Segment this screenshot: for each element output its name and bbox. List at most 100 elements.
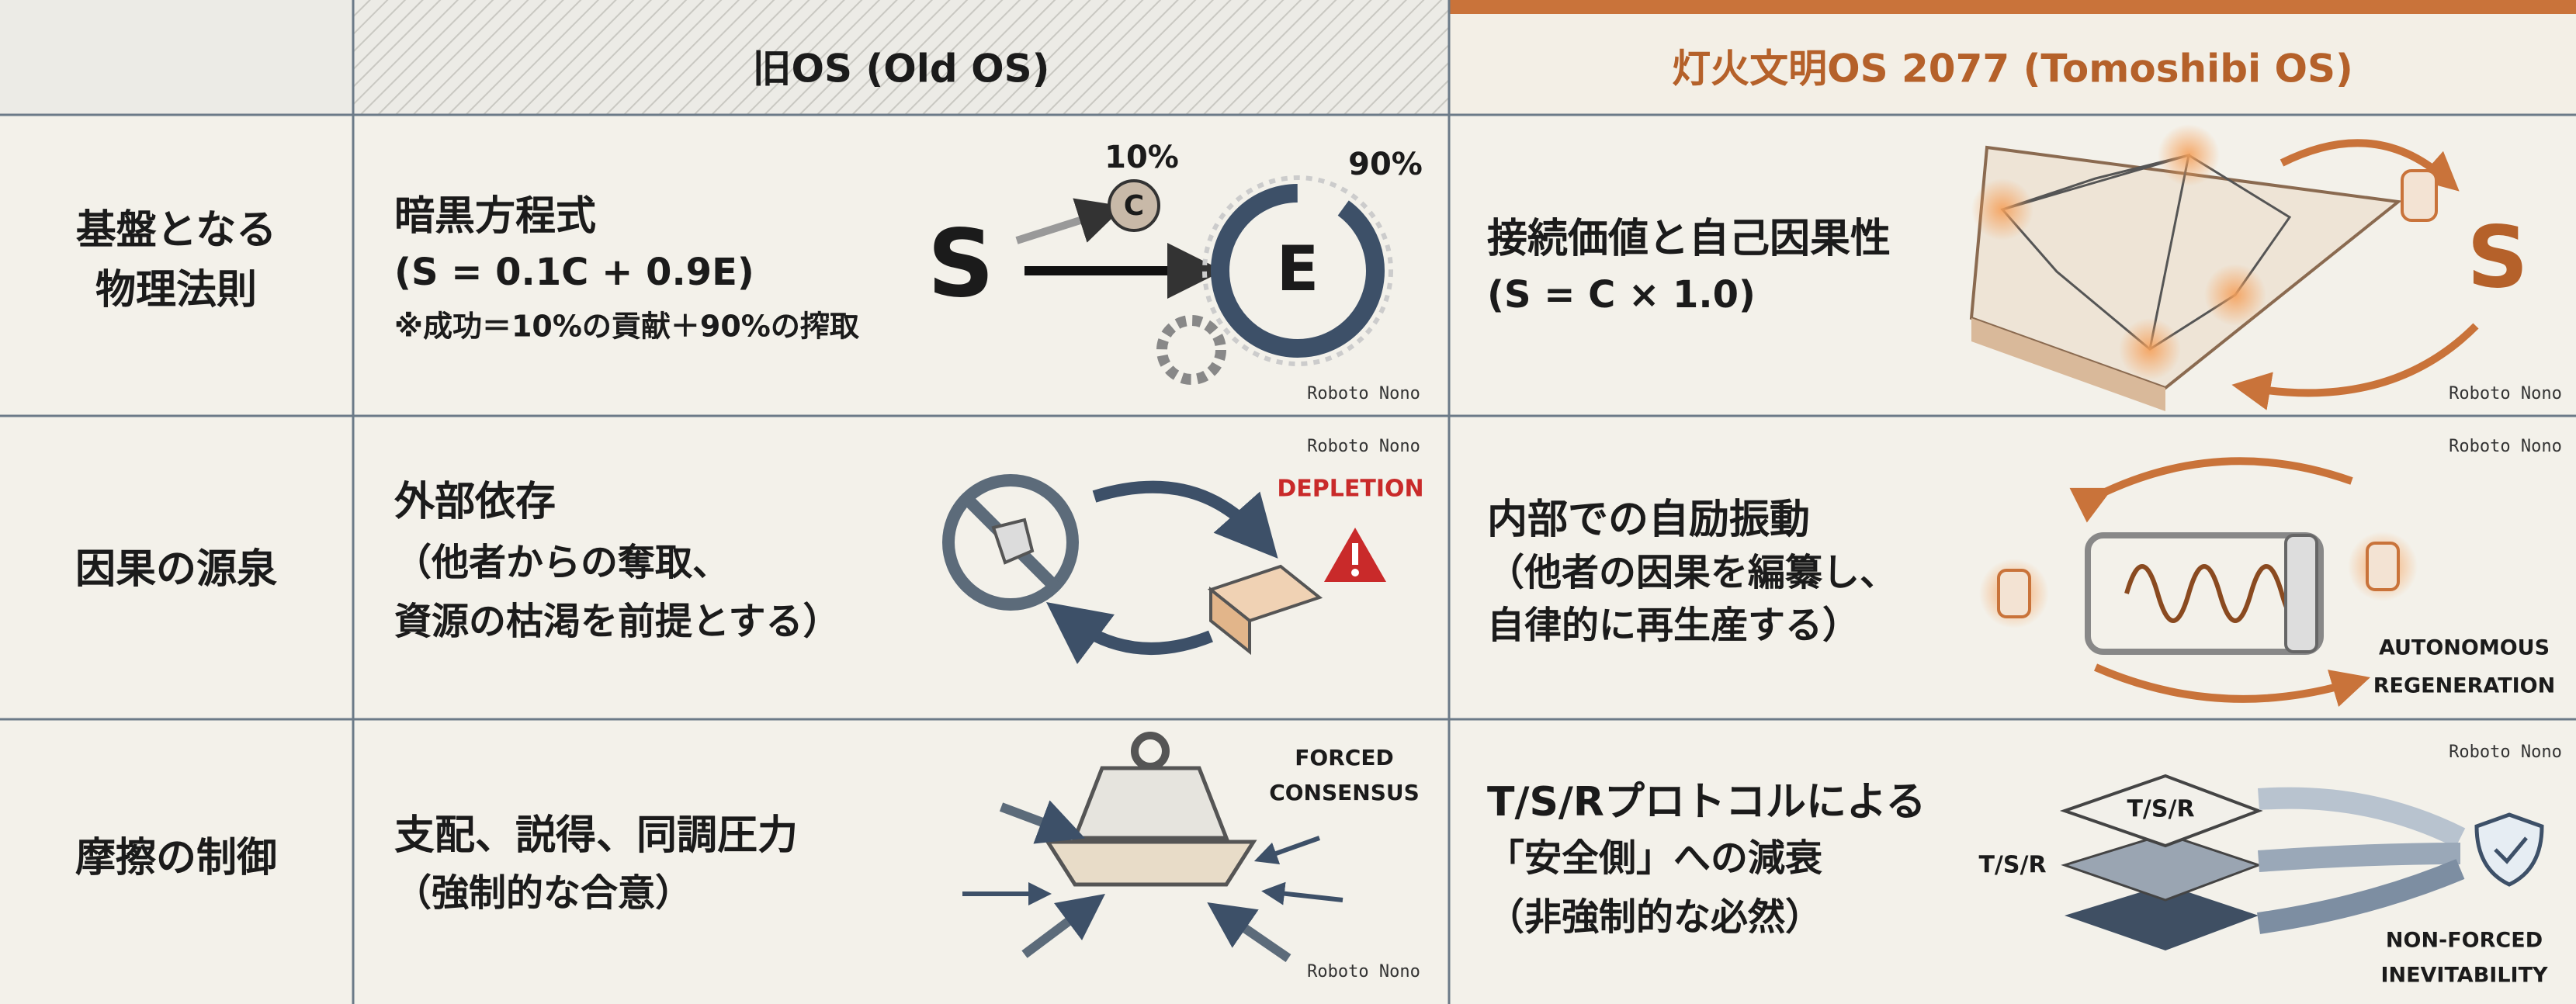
header-corner <box>0 0 353 115</box>
lantern <box>2366 542 2400 591</box>
arrow <box>1045 602 1213 664</box>
cell-title: T/S/Rプロトコルによる <box>1487 779 1926 826</box>
header-new: 灯火文明OS 2077 (Tomoshibi OS) <box>1672 47 2353 92</box>
cell-title: 接続価値と自己因果性 <box>1487 216 1891 262</box>
cell-note: ※成功＝10%の貢献＋90%の搾取 <box>394 310 860 344</box>
shield <box>2474 812 2544 887</box>
symbol-e: E <box>1277 233 1319 305</box>
layer <box>2061 833 2262 902</box>
node-glow <box>1971 178 2033 241</box>
arrow <box>1253 836 1321 865</box>
weight-hook <box>1131 732 1170 770</box>
cell-text: （他者の因果を編纂し、 <box>1487 551 1897 594</box>
flow <box>2258 843 2461 872</box>
oscillation-figure: Roboto Nono AUTONOMOUS REGENERATION <box>1979 437 2562 708</box>
symbol-c: C <box>1124 190 1144 222</box>
header-old-bg <box>353 0 1449 115</box>
cell-title: 内部での自励振動 <box>1487 497 1810 543</box>
cell-text: （他者からの奪取、 <box>394 541 730 584</box>
figure-label: FORCED <box>1295 745 1393 770</box>
figure-label: NON-FORCED <box>2386 929 2543 953</box>
gem <box>991 518 1035 565</box>
row-label: 因果の源泉 <box>75 546 277 593</box>
header-new-bg <box>1449 0 2576 115</box>
cell-text: （非強制的な必然） <box>1487 895 1822 939</box>
network-links <box>2000 153 2292 351</box>
prohibition-ring <box>942 474 1079 611</box>
arrow <box>1015 198 1125 244</box>
row-label: 物理法則 <box>95 267 257 313</box>
row-label: 基盤となる <box>76 207 276 254</box>
arrow <box>999 800 1086 844</box>
arrow <box>2069 457 2353 523</box>
caption: Roboto Nono <box>1307 962 1420 981</box>
cell-text: (S = 0.1C + 0.9E) <box>394 251 754 294</box>
crushed-slab <box>1044 840 1257 887</box>
cell-text: 資源の枯渇を前提とする） <box>394 600 841 643</box>
layer-label: T/S/R <box>1978 852 2046 879</box>
arrow <box>1207 902 1291 962</box>
node-glow <box>2119 318 2181 380</box>
figure-label: AUTONOMOUS <box>2379 636 2550 660</box>
warning-dot <box>1351 569 1359 576</box>
ring-90 <box>1211 184 1385 358</box>
check <box>2494 836 2528 864</box>
network-figure: S Roboto Nono <box>1969 124 2562 411</box>
arrow <box>1092 480 1278 559</box>
symbol-s: S <box>927 211 994 319</box>
cell-title: 外部依存 <box>394 479 556 525</box>
symbol-s: S <box>2467 207 2528 306</box>
cell-title: 暗黒方程式 <box>394 193 596 240</box>
header-accent-bar <box>1449 0 2576 14</box>
percent-label: 90% <box>1348 147 1423 182</box>
flow <box>2258 787 2466 848</box>
arrow <box>1261 881 1343 905</box>
caption: Roboto Nono <box>1307 384 1420 403</box>
percent-label: 10% <box>1104 140 1179 175</box>
c-circle <box>1108 179 1160 232</box>
flow <box>2257 859 2465 934</box>
arrow <box>2231 323 2479 410</box>
lantern <box>2401 169 2438 222</box>
row-label: 摩擦の制御 <box>75 835 277 881</box>
gear <box>1156 315 1226 385</box>
lantern <box>1997 569 2031 618</box>
protocol-figure: Roboto Nono T/S/R T/S/R NON-FORCED INEVI… <box>1978 743 2561 988</box>
node-glow <box>2158 124 2220 186</box>
caption: Roboto Nono <box>2449 743 2562 762</box>
plate-edge <box>1971 318 2165 411</box>
ring-outer <box>1202 175 1393 366</box>
wave <box>2124 564 2315 623</box>
node-glow <box>2204 264 2266 326</box>
layer <box>2059 774 2263 848</box>
arrow <box>2280 139 2460 192</box>
cell-text: （強制的な合意） <box>394 871 692 915</box>
forced-figure: FORCED CONSENSUS Roboto Nono <box>962 732 1420 981</box>
weight <box>1072 766 1229 840</box>
caption: Roboto Nono <box>2449 437 2562 456</box>
arrow <box>1021 894 1105 958</box>
broken-block-side <box>1209 586 1251 656</box>
caption: Roboto Nono <box>1307 437 1420 456</box>
header-old: 旧OS (Old OS) <box>753 47 1050 92</box>
depletion-figure: Roboto Nono DEPLETION <box>942 437 1424 664</box>
cell-text: (S = C × 1.0) <box>1487 273 1756 317</box>
figure-label: INEVITABILITY <box>2380 964 2548 988</box>
caption: Roboto Nono <box>2449 384 2562 403</box>
coil <box>2284 534 2318 653</box>
arrow <box>2093 663 2370 708</box>
loop-pipe <box>2085 532 2324 655</box>
figure-label: CONSENSUS <box>1269 780 1420 805</box>
cell-text: 自律的に再生産する） <box>1487 604 1860 647</box>
layer-label: T/S/R <box>2127 796 2194 823</box>
cell-title: 支配、説得、同調圧力 <box>394 812 798 859</box>
figure-label: REGENERATION <box>2373 674 2555 698</box>
warning-mark <box>1352 543 1358 565</box>
cell-text: 「安全側」への減衰 <box>1487 836 1822 880</box>
equation-figure: 10% 90% S C E Roboto Nono <box>927 140 1423 403</box>
figure-label: DEPLETION <box>1277 476 1423 503</box>
layer <box>2065 885 2259 950</box>
